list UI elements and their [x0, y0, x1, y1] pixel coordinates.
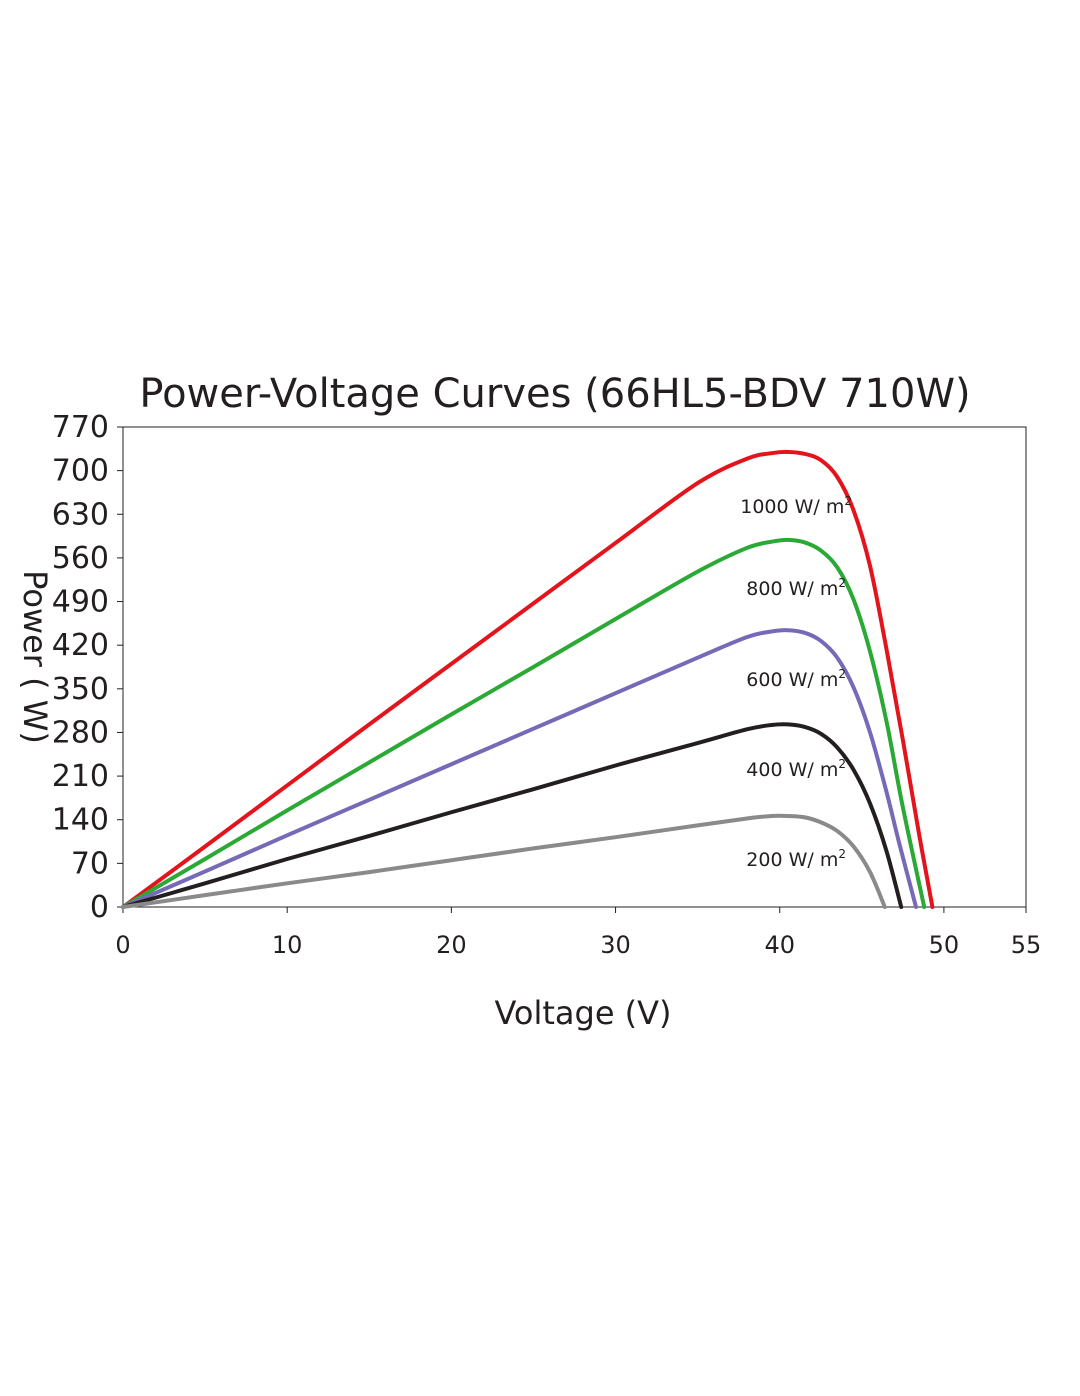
series-line: [121, 449, 935, 909]
y-tick-label: 490: [52, 585, 109, 620]
x-axis-title: Voltage (V): [494, 994, 671, 1032]
x-tick-label: 10: [272, 931, 303, 959]
y-tick-label: 350: [52, 672, 109, 707]
series-line: [121, 722, 904, 909]
series-line: [121, 537, 927, 909]
x-tick-label: 50: [929, 931, 960, 959]
series-label-text: 200 W/ m: [746, 849, 838, 871]
y-tick-label: 560: [52, 541, 109, 576]
series-label-superscript: 2: [844, 494, 852, 508]
y-tick-label: 140: [52, 803, 109, 838]
series-line: [121, 628, 918, 909]
x-tick-label: 20: [436, 931, 467, 959]
x-axis-ticks: 0 10 20 30 40 50 55: [115, 907, 1041, 959]
series-label: 200 W/ m2: [746, 847, 846, 871]
series-label-superscript: 2: [838, 667, 846, 681]
series-label: 800 W/ m2: [746, 576, 846, 600]
x-tick-label: 55: [1011, 931, 1042, 959]
series-label-superscript: 2: [838, 576, 846, 590]
series-label-superscript: 2: [838, 847, 846, 861]
series-label: 400 W/ m2: [746, 757, 846, 781]
y-tick-label: 280: [52, 715, 109, 750]
y-tick-label: 630: [52, 497, 109, 532]
y-tick-label: 420: [52, 628, 109, 663]
y-tick-label: 770: [52, 410, 109, 445]
y-axis-title: Power ( W): [16, 570, 54, 744]
plot-frame: [122, 426, 1027, 908]
y-tick-label: 70: [71, 846, 109, 881]
chart-title: Power-Voltage Curves (66HL5-BDV 710W): [139, 371, 970, 417]
y-tick-label: 210: [52, 759, 109, 794]
series-label-text: 600 W/ m: [746, 669, 838, 691]
series-label: 1000 W/ m2: [740, 494, 852, 518]
series-label-text: 800 W/ m: [746, 578, 838, 600]
series-label: 600 W/ m2: [746, 667, 846, 691]
series-label-text: 1000 W/ m: [740, 496, 844, 518]
series-label-superscript: 2: [838, 757, 846, 771]
series-lines: [121, 449, 935, 909]
x-tick-label: 0: [115, 931, 130, 959]
y-tick-label: 700: [52, 454, 109, 489]
series-line: [121, 813, 887, 909]
x-tick-label: 40: [764, 931, 795, 959]
y-axis-ticks: 0 70 140 210 280 350 420 490 560 630 700 770: [52, 410, 123, 925]
series-label-text: 400 W/ m: [746, 759, 838, 781]
y-tick-label: 0: [90, 890, 109, 925]
x-tick-label: 30: [600, 931, 631, 959]
